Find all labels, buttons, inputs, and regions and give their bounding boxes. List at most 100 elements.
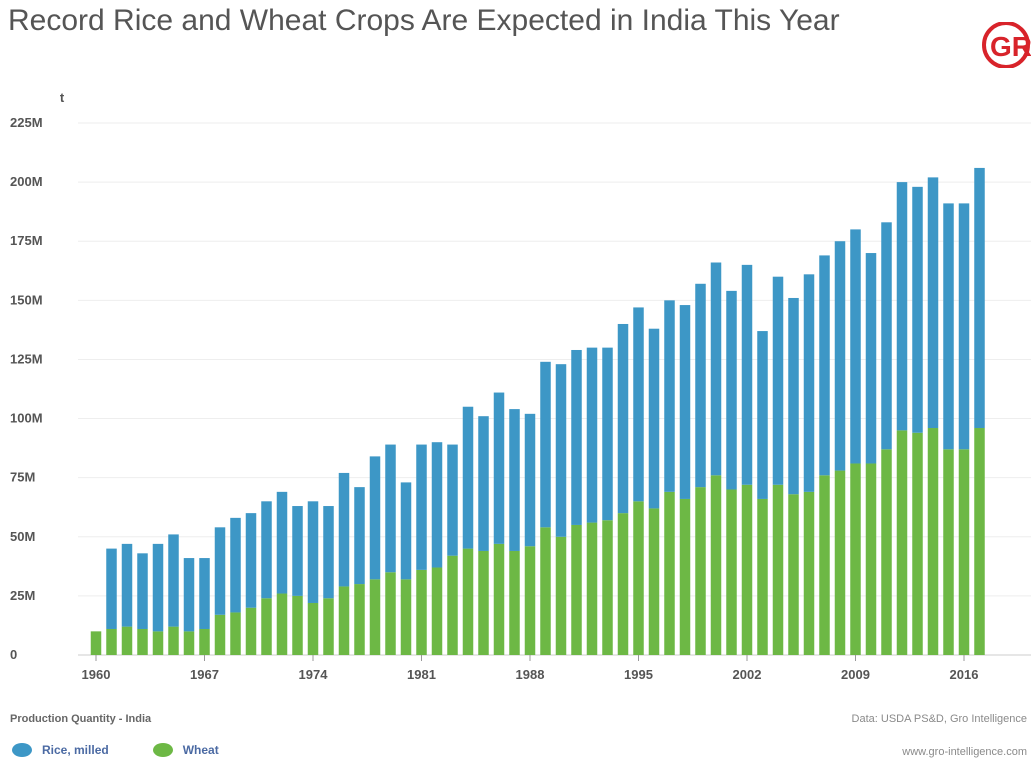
bar-wheat-2005 <box>788 494 799 655</box>
bar-rice-2013 <box>912 186 923 433</box>
bar-wheat-2016 <box>958 449 970 655</box>
bar-wheat-1960 <box>90 631 102 655</box>
chart-legend: Rice, milled Wheat <box>12 743 255 757</box>
bar-wheat-2013 <box>912 432 923 655</box>
bar-rice-2003 <box>757 331 768 499</box>
bar-rice-2000 <box>710 262 722 476</box>
bar-rice-1962 <box>121 543 133 627</box>
bar-rice-1994 <box>617 323 629 514</box>
bar-wheat-2012 <box>896 430 908 655</box>
y-tick-label: 200M <box>10 174 43 189</box>
stacked-bar-chart: t 0 25M 50M 75M 100M 125M 150M 175M 200M 225M 1960 1… <box>10 90 1031 682</box>
bar-wheat-1973 <box>292 595 303 655</box>
bar-wheat-2015 <box>943 449 954 655</box>
bar-wheat-2011 <box>881 449 892 655</box>
bar-wheat-1989 <box>540 527 551 655</box>
bar-rice-1990 <box>555 364 567 537</box>
logo-text: GRO <box>990 31 1031 62</box>
bar-wheat-1992 <box>586 522 598 655</box>
bar-rice-1999 <box>695 283 706 488</box>
footer-source-label: Production Quantity - India <box>10 713 152 725</box>
bar-rice-2010 <box>865 253 877 464</box>
bar-wheat-1961 <box>106 628 117 655</box>
bar-wheat-2009 <box>850 463 861 655</box>
bar-wheat-1979 <box>385 572 396 655</box>
bar-wheat-1964 <box>152 631 164 655</box>
bar-wheat-1976 <box>338 586 350 655</box>
bar-wheat-1997 <box>664 491 675 655</box>
bar-rice-1974 <box>307 501 319 603</box>
bar-rice-1964 <box>152 543 164 632</box>
bar-rice-1966 <box>183 558 195 632</box>
bar-rice-2016 <box>958 203 970 450</box>
x-tick-label: 1981 <box>407 667 436 682</box>
bar-rice-1965 <box>168 534 179 627</box>
x-tick-label: 1960 <box>82 667 111 682</box>
bar-wheat-2014 <box>927 428 939 655</box>
bar-rice-1975 <box>323 506 334 599</box>
y-axis-unit-label: t <box>60 90 65 105</box>
bar-rice-1976 <box>338 472 350 587</box>
bar-wheat-1967 <box>199 628 210 655</box>
x-tick-label: 2009 <box>841 667 870 682</box>
bar-wheat-1972 <box>276 593 288 655</box>
bar-wheat-1981 <box>416 569 427 655</box>
bar-rice-1979 <box>385 444 396 573</box>
bar-rice-1998 <box>679 305 691 499</box>
y-tick-label: 50M <box>10 529 35 544</box>
bar-wheat-2000 <box>710 475 722 655</box>
bar-rice-2008 <box>834 241 846 471</box>
bar-wheat-1985 <box>478 550 489 655</box>
gro-logo: GRO <box>982 22 1031 68</box>
bar-wheat-1998 <box>679 498 691 655</box>
bar-rice-2014 <box>927 177 939 429</box>
bar-rice-2009 <box>850 229 861 464</box>
bar-wheat-1993 <box>602 520 613 655</box>
bar-rice-1972 <box>276 491 288 594</box>
legend-label-rice: Rice, milled <box>42 743 109 757</box>
bar-wheat-1971 <box>261 598 272 655</box>
bar-rice-1977 <box>354 487 365 585</box>
bar-rice-2005 <box>788 297 799 495</box>
bar-rice-1989 <box>540 361 551 528</box>
footer-website: www.gro-intelligence.com <box>902 746 1027 758</box>
bar-rice-1993 <box>602 347 613 521</box>
x-tick-label: 2002 <box>733 667 762 682</box>
bar-rice-1978 <box>369 456 381 580</box>
bar-wheat-1970 <box>245 607 257 655</box>
bar-rice-1967 <box>199 558 210 629</box>
bar-wheat-1996 <box>648 508 660 655</box>
bar-wheat-1975 <box>323 598 334 655</box>
legend-item-wheat[interactable]: Wheat <box>152 743 219 757</box>
y-tick-label: 100M <box>10 411 43 426</box>
bar-wheat-1974 <box>307 602 319 655</box>
legend-item-rice[interactable]: Rice, milled <box>12 743 109 757</box>
legend-swatch-rice <box>12 743 32 757</box>
bar-wheat-2008 <box>834 470 846 655</box>
bar-rice-1984 <box>462 406 474 549</box>
bar-wheat-1986 <box>493 543 505 655</box>
bar-rice-1996 <box>648 328 660 509</box>
bar-rice-1992 <box>586 347 598 523</box>
bar-wheat-1991 <box>571 524 582 655</box>
bar-wheat-2003 <box>757 498 768 655</box>
bar-rice-1968 <box>214 527 226 615</box>
y-tick-label: 125M <box>10 351 43 366</box>
bar-wheat-2002 <box>741 484 753 655</box>
bar-rice-1971 <box>261 501 272 599</box>
bar-rice-2007 <box>819 255 830 476</box>
bar-rice-1981 <box>416 444 427 570</box>
bar-wheat-1994 <box>617 513 629 655</box>
bar-wheat-1963 <box>137 628 148 655</box>
bar-rice-1982 <box>431 442 443 568</box>
x-tick-label: 1974 <box>299 667 329 682</box>
bar-rice-1963 <box>137 553 148 629</box>
bar-wheat-1982 <box>431 567 443 655</box>
bar-wheat-1968 <box>214 614 226 655</box>
y-tick-label: 25M <box>10 588 35 603</box>
bar-wheat-1978 <box>369 579 381 655</box>
x-tick-label: 1967 <box>190 667 219 682</box>
bar-rice-2017 <box>974 167 985 429</box>
legend-swatch-wheat <box>152 743 173 757</box>
